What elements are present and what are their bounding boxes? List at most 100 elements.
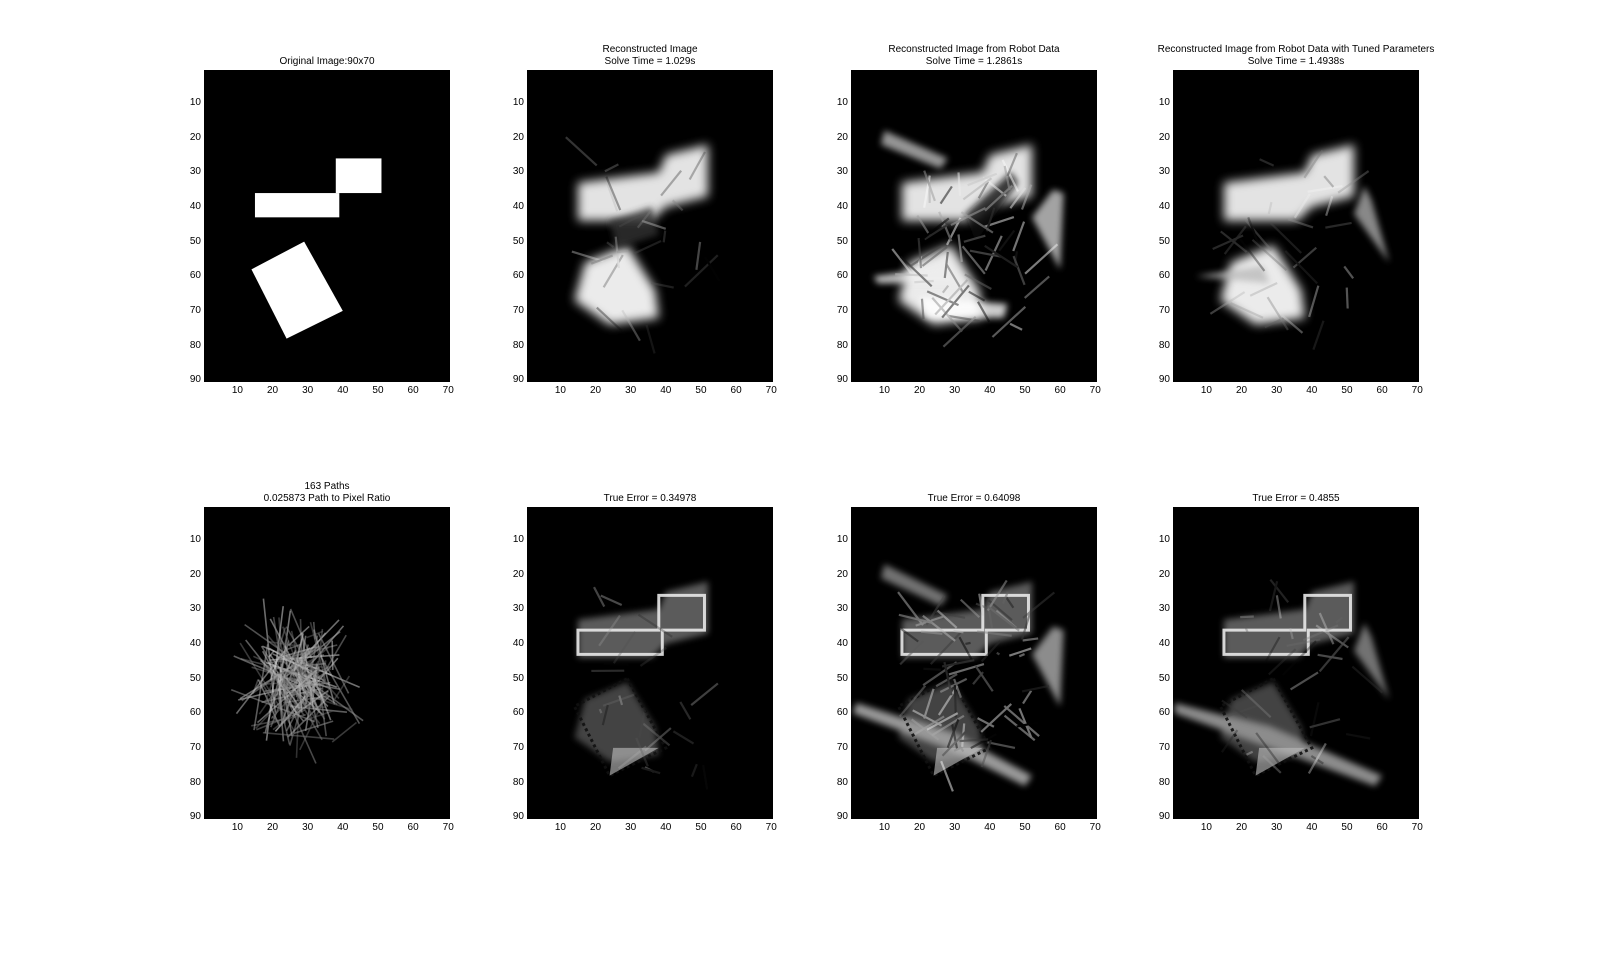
x-tick-label: 70	[442, 822, 454, 833]
y-tick-label: 70	[836, 304, 848, 316]
x-tick-label: 40	[660, 385, 672, 396]
y-tick-label: 40	[189, 200, 201, 212]
subplot-title: Reconstructed Image	[602, 44, 698, 55]
image-canvas	[527, 507, 773, 819]
subplot-title: Reconstructed Image from Robot Data	[888, 44, 1060, 55]
x-tick-label: 50	[372, 385, 384, 396]
y-tick-label: 40	[512, 637, 524, 649]
x-tick-label: 40	[660, 822, 672, 833]
y-tick-label: 90	[512, 811, 524, 823]
image-canvas	[204, 70, 450, 382]
subplot-title: Solve Time = 1.029s	[604, 56, 696, 67]
y-tick-label: 90	[1158, 374, 1170, 386]
y-tick-label: 10	[512, 96, 524, 108]
y-tick-label: 60	[189, 707, 201, 719]
path-lines	[230, 598, 364, 764]
y-tick-label: 80	[189, 776, 201, 788]
x-tick-label: 40	[984, 385, 996, 396]
x-tick-label: 20	[266, 385, 279, 396]
y-tick-label: 50	[836, 672, 848, 684]
subplot-title: True Error = 0.64098	[927, 493, 1021, 504]
y-tick-label: 80	[512, 339, 524, 351]
x-tick-label: 10	[231, 385, 243, 396]
y-tick-label: 60	[836, 270, 848, 282]
reconstruction-blur-layer	[1174, 581, 1390, 787]
y-tick-label: 10	[189, 533, 201, 545]
x-tick-label: 60	[1054, 822, 1066, 833]
y-tick-label: 90	[512, 374, 524, 386]
x-tick-label: 20	[1235, 822, 1248, 833]
y-tick-label: 50	[189, 235, 201, 247]
y-tick-label: 60	[512, 270, 524, 282]
y-tick-label: 40	[189, 637, 201, 649]
y-tick-label: 20	[836, 131, 848, 143]
image-axes	[851, 507, 1097, 819]
x-tick-label: 30	[302, 385, 314, 396]
subplot-title: Solve Time = 1.4938s	[1247, 56, 1345, 67]
reconstruction-streaks	[891, 152, 1059, 348]
subplot-4: Reconstructed Image from Robot Data with…	[1143, 40, 1449, 412]
image-axes	[204, 507, 450, 819]
x-tick-label: 70	[765, 822, 777, 833]
y-tick-label: 50	[189, 672, 201, 684]
y-tick-label: 20	[1158, 131, 1170, 143]
x-tick-label: 30	[949, 385, 961, 396]
x-tick-label: 60	[730, 385, 742, 396]
y-tick-label: 90	[1158, 811, 1170, 823]
reconstruction-blur-layer	[609, 206, 659, 249]
y-tick-label: 80	[1158, 776, 1170, 788]
subplot-7: True Error = 0.64098 10 20 30 40 50 60 70 80 90 10…	[821, 477, 1127, 849]
x-tick-label: 10	[878, 385, 890, 396]
y-tick-label: 60	[189, 270, 201, 282]
x-tick-label: 20	[266, 822, 279, 833]
y-tick-label: 70	[189, 304, 201, 316]
y-tick-label: 80	[836, 339, 848, 351]
y-tick-label: 20	[189, 131, 201, 143]
subplot-title: 0.025873 Path to Pixel Ratio	[263, 493, 391, 504]
x-tick-label: 30	[625, 385, 637, 396]
y-tick-label: 40	[836, 200, 848, 212]
y-tick-label: 20	[189, 568, 201, 580]
x-tick-label: 60	[730, 822, 742, 833]
x-tick-label: 50	[695, 822, 707, 833]
y-tick-label: 90	[836, 374, 848, 386]
y-tick-label: 10	[836, 533, 848, 545]
y-tick-label: 10	[512, 533, 524, 545]
x-tick-label: 70	[765, 385, 777, 396]
x-tick-label: 60	[1376, 385, 1388, 396]
image-axes	[204, 70, 450, 382]
x-tick-label: 20	[1235, 385, 1248, 396]
x-tick-label: 50	[1019, 385, 1031, 396]
y-tick-label: 50	[512, 235, 524, 247]
x-tick-label: 60	[407, 822, 419, 833]
reconstruction-blur-layer	[1195, 186, 1390, 284]
x-tick-label: 20	[589, 822, 602, 833]
x-tick-label: 10	[231, 822, 243, 833]
image-axes	[851, 70, 1097, 382]
x-tick-label: 60	[407, 385, 419, 396]
x-tick-label: 50	[372, 822, 384, 833]
y-tick-label: 30	[512, 603, 524, 615]
image-axes	[527, 70, 773, 382]
y-tick-label: 40	[1158, 200, 1170, 212]
y-tick-label: 10	[836, 96, 848, 108]
image-axes	[1173, 507, 1419, 819]
y-tick-label: 90	[189, 374, 201, 386]
x-tick-label: 50	[695, 385, 707, 396]
y-tick-label: 60	[836, 707, 848, 719]
x-tick-label: 70	[1411, 385, 1423, 396]
y-tick-label: 10	[189, 96, 201, 108]
x-tick-label: 20	[589, 385, 602, 396]
reconstruction-streaks	[1220, 578, 1384, 774]
x-tick-label: 20	[913, 822, 926, 833]
y-tick-label: 80	[512, 776, 524, 788]
y-tick-label: 70	[1158, 304, 1170, 316]
x-tick-label: 60	[1376, 822, 1388, 833]
y-tick-label: 60	[1158, 707, 1170, 719]
x-tick-label: 70	[442, 385, 454, 396]
x-tick-label: 30	[1271, 822, 1283, 833]
x-tick-label: 10	[1200, 385, 1212, 396]
image-shape-rect	[335, 158, 382, 194]
x-tick-label: 60	[1054, 385, 1066, 396]
y-tick-label: 20	[1158, 568, 1170, 580]
